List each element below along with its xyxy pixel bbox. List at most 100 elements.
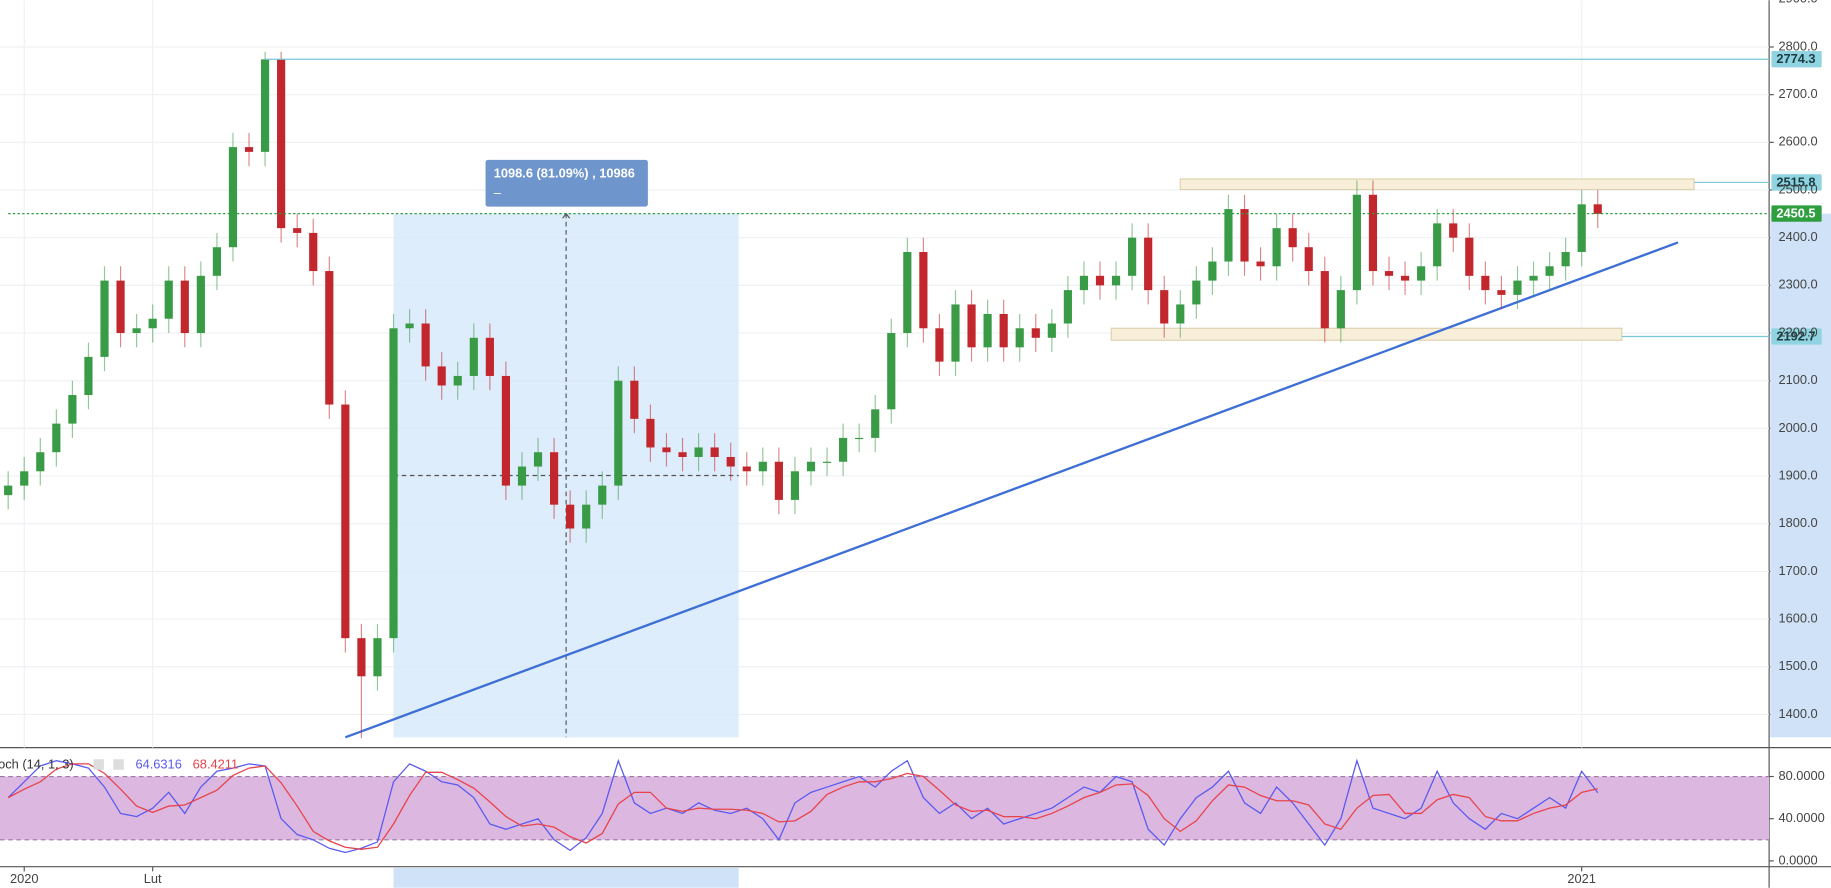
candle-body (1384, 271, 1394, 276)
candle-body (260, 59, 270, 152)
stoch-line (7, 758, 1599, 854)
y-tick-label: 1900.0 (1778, 467, 1817, 482)
candle-body (1176, 304, 1185, 324)
candle-body (469, 337, 478, 376)
candle-body (1449, 223, 1458, 238)
y-tick-label: 2200.0 (1778, 324, 1817, 339)
candle-body (68, 395, 77, 424)
candle-body (1079, 275, 1089, 291)
measure-tooltip (485, 159, 648, 207)
y-tick-label: 0.0000 (1778, 852, 1817, 867)
candle-body (726, 456, 735, 467)
candle-body (630, 380, 639, 419)
candle-body (694, 447, 703, 457)
candle-body (228, 147, 238, 248)
candle-body (501, 375, 511, 486)
candle-body (1513, 280, 1522, 295)
candle-body (1240, 209, 1249, 262)
stoch-legend-value: 68.4211 (193, 757, 238, 772)
measure-sublabel: – (494, 185, 502, 200)
candle-body (935, 328, 944, 362)
indicator-icon (93, 759, 104, 770)
candle-body (1031, 328, 1040, 338)
price-label: 2515.8 (1776, 174, 1815, 189)
price-label-bg (1771, 328, 1822, 345)
candle-body (822, 461, 832, 463)
price-label-bg (1771, 205, 1822, 222)
measure-label: 1098.6 (81.09%) , 10986 (494, 165, 635, 180)
price-label-bg (1771, 174, 1822, 191)
candle-body (951, 304, 960, 362)
trend-line (344, 241, 1679, 739)
candle-body (774, 461, 783, 500)
candle-body (967, 304, 976, 348)
x-tick-label: 2020 (10, 871, 39, 886)
y-tick-label: 1400.0 (1778, 706, 1817, 721)
candle-body (1208, 261, 1217, 281)
y-tick-label: 2000.0 (1778, 420, 1817, 435)
candle-body (662, 447, 671, 453)
candle-body (132, 328, 141, 334)
y-tick-label: 2400.0 (1778, 229, 1817, 244)
candle-body (1015, 328, 1024, 348)
y-tick-label: 2100.0 (1778, 372, 1817, 387)
candle-body (758, 461, 767, 472)
candle-body (485, 337, 494, 376)
price-label: 2774.3 (1776, 51, 1815, 66)
candle-body (550, 452, 559, 505)
candle-body (806, 461, 816, 472)
candle-body (1561, 251, 1570, 267)
y-tick-label: 1800.0 (1778, 515, 1817, 530)
candle-body (1288, 228, 1297, 248)
candle-body (1256, 261, 1265, 267)
candle-body (1400, 275, 1410, 281)
candle-body (1272, 228, 1281, 267)
candle-body (389, 328, 398, 639)
candle-body (1095, 275, 1105, 286)
stoch-line (7, 763, 1598, 850)
price-label-bg (1771, 51, 1822, 68)
candle-body (84, 356, 93, 396)
candle-body (1192, 280, 1201, 305)
candle-body (1352, 194, 1361, 291)
candle-body (855, 437, 864, 440)
candle-body (405, 323, 414, 329)
candle-body (52, 423, 61, 453)
candle-body (1497, 290, 1506, 295)
candle-body (1304, 247, 1313, 272)
price-axis-range (1770, 213, 1831, 738)
candle-body (790, 471, 800, 500)
candle-body (1111, 275, 1121, 286)
candle-body (196, 275, 205, 334)
zone (1179, 178, 1695, 191)
candle-body (1481, 275, 1490, 291)
price-label: 2450.5 (1776, 206, 1815, 221)
candle-body (1320, 271, 1329, 329)
y-tick-label: 2600.0 (1778, 134, 1817, 149)
candle-body (1368, 194, 1378, 272)
candle-body (357, 638, 366, 677)
candle-body (421, 323, 430, 367)
candle-body (1144, 237, 1153, 291)
candle-body (1063, 290, 1072, 324)
candle-body (293, 228, 302, 233)
candle-body (1433, 223, 1442, 267)
candle-body (887, 333, 896, 410)
candle-body (582, 504, 591, 529)
x-tick-label: 2021 (1567, 871, 1596, 886)
candle-body (1128, 237, 1137, 276)
candle-body (373, 638, 382, 677)
y-tick-label: 2700.0 (1778, 86, 1817, 101)
candle-body (983, 313, 992, 348)
y-tick-label: 40.0000 (1778, 810, 1824, 825)
stoch-title: Stoch (14, 1, 3) (0, 757, 74, 772)
candle-body (533, 452, 543, 467)
candle-body (309, 232, 318, 272)
candle-body (1047, 323, 1056, 338)
indicator-icon (113, 759, 124, 770)
zone (1110, 327, 1623, 341)
candle-body (100, 280, 109, 357)
y-tick-label: 1700.0 (1778, 563, 1817, 578)
